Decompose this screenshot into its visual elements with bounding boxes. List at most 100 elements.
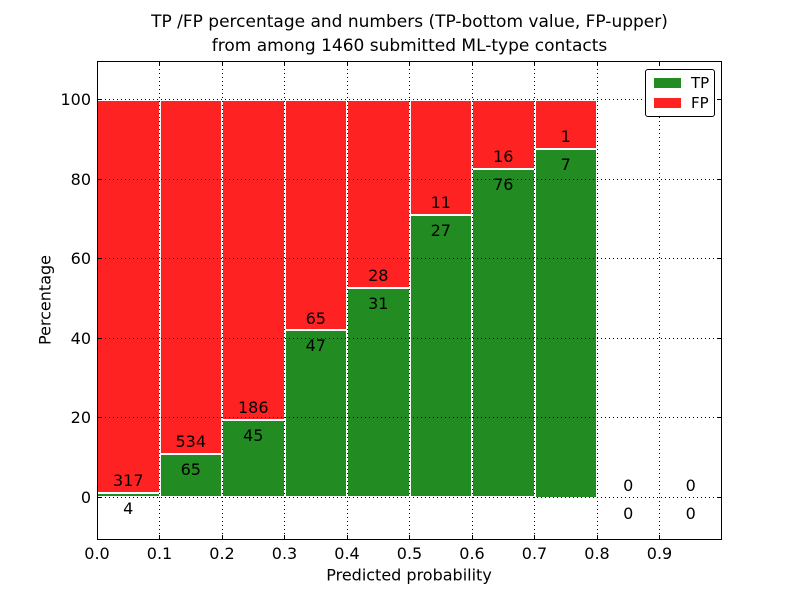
x-tick-label: 0.6 xyxy=(459,544,485,563)
chart-title-line2: from among 1460 submitted ML-type contac… xyxy=(211,36,608,56)
tp-count-label: 27 xyxy=(430,220,451,240)
gridline-x-0.2 xyxy=(221,61,223,540)
y-tick-right xyxy=(717,178,722,180)
x-tick-label: 0.9 xyxy=(646,544,673,563)
x-tick-bottom xyxy=(471,535,473,540)
fp-count-label: 186 xyxy=(237,397,269,417)
tp-count-label: 4 xyxy=(123,498,134,518)
x-tick-label: 0.2 xyxy=(209,544,235,563)
tp-bar xyxy=(284,330,347,498)
fp-count-label: 0 xyxy=(623,475,634,495)
gridline-x-0.7 xyxy=(534,61,535,540)
y-tick-left xyxy=(97,497,102,498)
y-tick-label: 40 xyxy=(70,328,91,348)
tp-count-label: 47 xyxy=(305,336,326,356)
legend-label-tp: TP xyxy=(691,74,710,92)
y-tick-label: 100 xyxy=(60,90,91,109)
x-tick-top xyxy=(346,61,348,66)
x-tick-bottom xyxy=(534,535,535,540)
x-tick-bottom xyxy=(659,535,660,540)
legend-row: TP xyxy=(654,74,710,92)
x-tick-bottom xyxy=(409,535,410,540)
fp-bar xyxy=(97,99,160,493)
y-tick-left xyxy=(97,178,102,180)
legend-swatch-tp xyxy=(654,78,681,88)
tp-bar xyxy=(222,419,285,498)
fp-count-label: 534 xyxy=(175,432,207,452)
tp-bar xyxy=(347,288,410,498)
plot-area: TP FP 317 4 534 65 186 45 65 47 28 31 11 27 16 76 1 7 0 0 0… xyxy=(97,61,722,540)
x-tick-top xyxy=(409,61,410,66)
tp-count-label: 45 xyxy=(243,425,264,445)
x-tick-bottom xyxy=(159,535,160,540)
y-tick-left xyxy=(97,417,102,419)
x-tick-bottom xyxy=(221,535,223,540)
x-tick-bottom xyxy=(284,535,285,540)
fp-bar xyxy=(159,99,222,455)
tp-bar xyxy=(534,149,597,498)
fp-count-label: 317 xyxy=(112,470,144,490)
y-tick-left xyxy=(97,337,102,339)
y-tick-label: 80 xyxy=(70,169,91,189)
x-tick-bottom xyxy=(596,535,598,540)
y-tick-right xyxy=(717,417,722,419)
fp-bar xyxy=(347,99,410,289)
y-tick-label: 0 xyxy=(80,488,91,507)
x-tick-label: 0.4 xyxy=(334,544,360,563)
x-tick-label: 0.8 xyxy=(584,544,610,563)
tp-count-label: 31 xyxy=(368,294,389,314)
y-tick-right xyxy=(717,258,722,260)
legend-label-fp: FP xyxy=(691,94,709,112)
y-tick-right xyxy=(717,99,722,100)
fp-count-label: 16 xyxy=(493,146,514,166)
y-tick-label: 20 xyxy=(70,408,91,428)
fp-count-label: 28 xyxy=(368,266,389,286)
gridline-x-0.6 xyxy=(471,61,473,540)
tp-count-label: 0 xyxy=(623,503,634,523)
tp-bar xyxy=(409,214,472,498)
fp-bar xyxy=(409,99,472,215)
fp-bar xyxy=(284,99,347,331)
x-tick-label: 0.7 xyxy=(521,544,548,563)
x-tick-top xyxy=(596,61,598,66)
x-tick-label: 0.1 xyxy=(146,544,173,563)
legend-row: FP xyxy=(654,94,709,112)
gridline-x-0.3 xyxy=(284,61,285,540)
tp-count-label: 65 xyxy=(180,460,201,480)
x-tick-top xyxy=(221,61,223,66)
x-tick-label: 0.0 xyxy=(84,544,110,563)
x-tick-top xyxy=(534,61,535,66)
x-tick-top xyxy=(471,61,473,66)
y-tick-left xyxy=(97,99,102,100)
y-tick-right xyxy=(717,337,722,339)
x-axis-label: Predicted probability xyxy=(326,565,492,585)
tp-count-label: 76 xyxy=(493,174,514,194)
gridline-x-0.5 xyxy=(409,61,410,540)
legend-box: TP FP xyxy=(645,69,715,117)
x-tick-label: 0.3 xyxy=(271,544,298,563)
y-tick-left xyxy=(97,258,102,260)
fp-count-label: 11 xyxy=(430,192,451,212)
fp-count-label: 1 xyxy=(560,127,571,147)
legend-swatch-fp xyxy=(654,98,681,108)
gridline-x-0.8 xyxy=(596,61,598,540)
fp-count-label: 0 xyxy=(685,475,696,495)
x-tick-bottom xyxy=(346,535,348,540)
chart-title: TP /FP percentage and numbers (TP-bottom… xyxy=(97,10,722,58)
x-tick-top xyxy=(284,61,285,66)
x-tick-label: 0.5 xyxy=(396,544,423,563)
tp-count-label: 0 xyxy=(685,503,696,523)
tp-count-label: 7 xyxy=(560,155,571,175)
gridline-x-0.1 xyxy=(159,61,160,540)
tp-bar xyxy=(472,168,535,498)
fp-bar xyxy=(534,99,597,150)
gridline-x-0.4 xyxy=(346,61,348,540)
y-tick-label: 60 xyxy=(70,249,91,269)
fp-count-label: 65 xyxy=(305,308,326,328)
gridline-x-0.9 xyxy=(659,61,660,540)
y-tick-right xyxy=(717,497,722,498)
x-tick-top xyxy=(659,61,660,66)
x-tick-top xyxy=(159,61,160,66)
chart-title-line1: TP /FP percentage and numbers (TP-bottom… xyxy=(151,12,668,32)
